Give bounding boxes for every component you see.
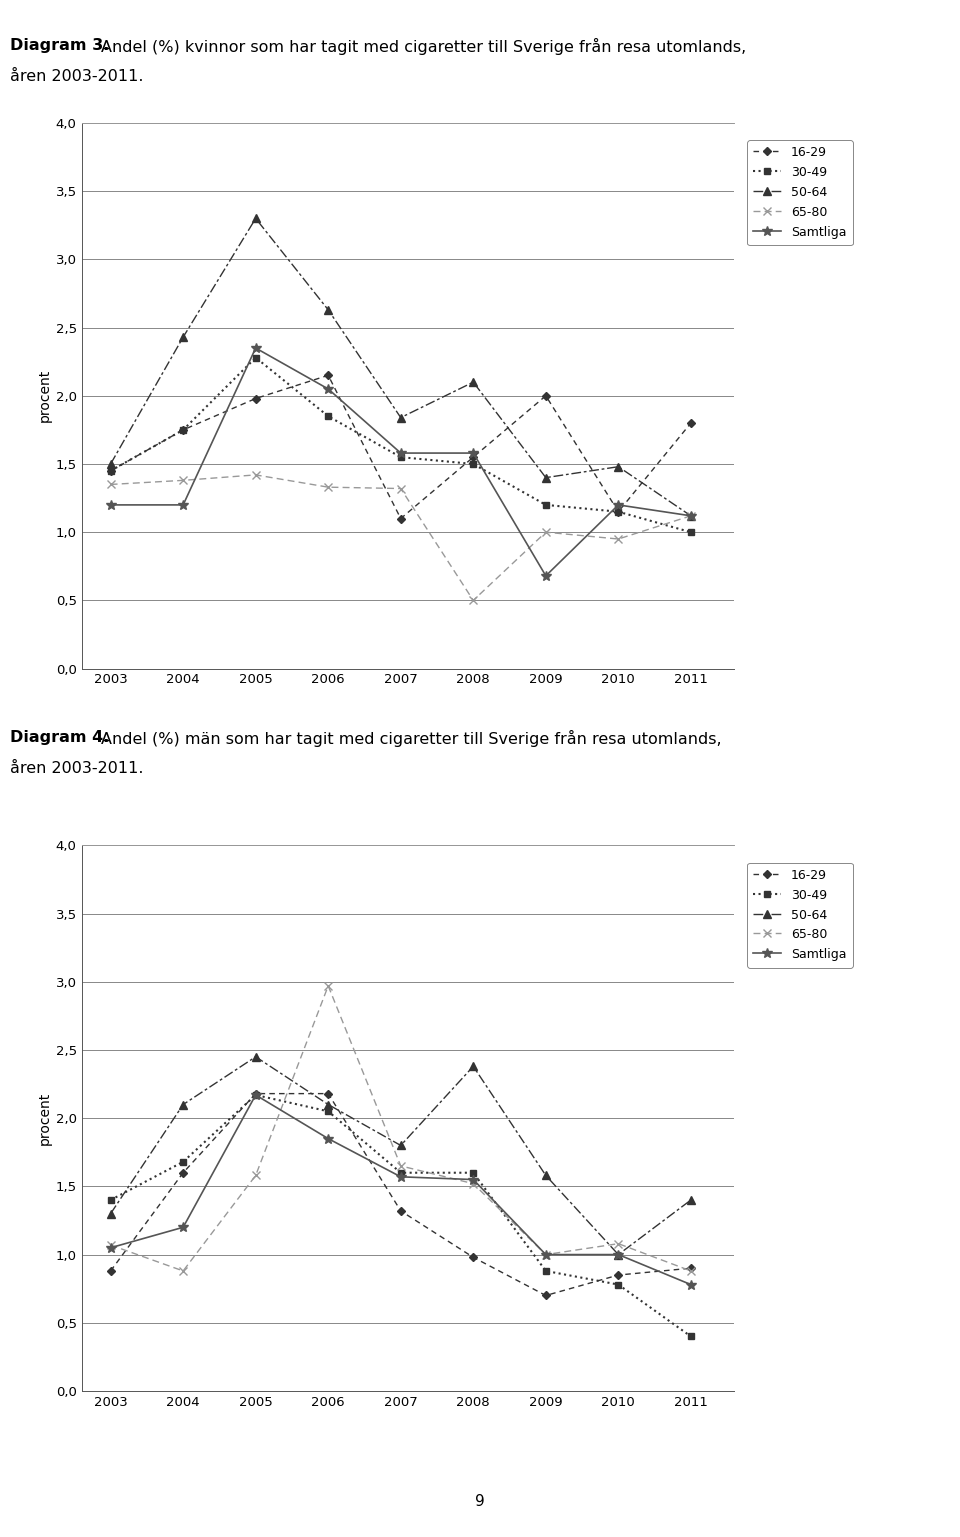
Text: Diagram 3.: Diagram 3. xyxy=(10,38,109,54)
Text: Andel (%) kvinnor som har tagit med cigaretter till Sverige från resa utomlands,: Andel (%) kvinnor som har tagit med ciga… xyxy=(101,38,746,55)
Text: Diagram 4.: Diagram 4. xyxy=(10,730,109,745)
Legend: 16-29, 30-49, 50-64, 65-80, Samtliga: 16-29, 30-49, 50-64, 65-80, Samtliga xyxy=(747,862,852,967)
Text: Andel (%) män som har tagit med cigaretter till Sverige från resa utomlands,: Andel (%) män som har tagit med cigarett… xyxy=(101,730,721,747)
Legend: 16-29, 30-49, 50-64, 65-80, Samtliga: 16-29, 30-49, 50-64, 65-80, Samtliga xyxy=(747,140,852,244)
Text: åren 2003-2011.: åren 2003-2011. xyxy=(10,69,143,85)
Y-axis label: procent: procent xyxy=(37,369,52,423)
Text: 9: 9 xyxy=(475,1494,485,1509)
Text: åren 2003-2011.: åren 2003-2011. xyxy=(10,761,143,776)
Y-axis label: procent: procent xyxy=(37,1091,52,1145)
